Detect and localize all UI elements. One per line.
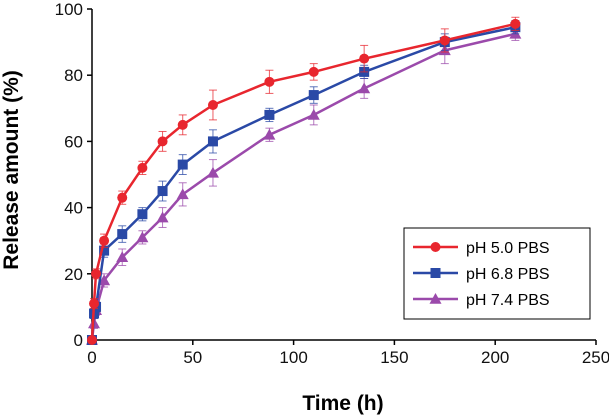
series-line xyxy=(90,22,516,341)
legend-label: pH 5.0 PBS xyxy=(466,240,550,257)
data-point xyxy=(136,231,149,243)
data-point xyxy=(307,108,320,120)
y-tick-label: 80 xyxy=(64,66,83,85)
y-tick-label: 60 xyxy=(64,132,83,151)
y-tick-label: 40 xyxy=(64,199,83,218)
data-point xyxy=(117,192,128,203)
x-tick-label: 0 xyxy=(87,348,96,367)
data-point xyxy=(99,235,110,246)
y-axis-title: Release amount (%) xyxy=(0,70,23,270)
legend-entry: pH 5.0 PBS xyxy=(413,240,550,257)
data-point xyxy=(137,162,148,173)
data-point xyxy=(263,128,276,140)
chart-axes: 0 20 40 60 80 100 0 50 100 150 200 250 xyxy=(55,0,609,367)
data-point xyxy=(359,53,370,64)
data-point xyxy=(157,136,168,147)
data-point xyxy=(116,251,129,263)
series-line xyxy=(90,25,516,341)
data-point xyxy=(157,186,168,197)
data-point xyxy=(439,35,450,46)
chart-series xyxy=(86,16,522,345)
data-point xyxy=(308,90,319,101)
chart-legend: pH 5.0 PBS pH 6.8 PBS pH 7.4 PBS xyxy=(403,227,591,320)
data-point xyxy=(358,82,371,94)
data-point xyxy=(156,211,169,223)
data-point xyxy=(308,66,319,77)
data-point xyxy=(264,109,275,120)
legend-label: pH 6.8 PBS xyxy=(466,266,550,283)
x-tick-label: 250 xyxy=(582,348,609,367)
x-axis-title: Time (h) xyxy=(302,392,383,415)
x-tick-label: 50 xyxy=(183,348,202,367)
data-point xyxy=(99,245,110,256)
legend-marker xyxy=(429,293,442,304)
chart-labels: Time (h) Release amount (%) xyxy=(0,70,384,415)
legend-label: pH 7.4 PBS xyxy=(466,292,550,309)
data-point xyxy=(98,274,111,286)
data-point xyxy=(117,229,128,240)
legend-entry: pH 6.8 PBS xyxy=(413,266,550,283)
data-point xyxy=(137,209,148,220)
data-point xyxy=(177,159,188,170)
x-tick-label: 150 xyxy=(380,348,408,367)
data-point xyxy=(207,136,218,147)
y-tick-label: 0 xyxy=(74,331,83,350)
data-point xyxy=(510,18,521,29)
legend-marker xyxy=(430,242,441,252)
data-point xyxy=(91,268,102,279)
legend-marker xyxy=(430,268,441,278)
data-point xyxy=(176,188,189,200)
y-tick-label: 20 xyxy=(64,265,83,284)
x-tick-label: 200 xyxy=(481,348,509,367)
data-point xyxy=(207,99,218,110)
series-ph-5-0-pbs xyxy=(87,16,521,345)
data-point xyxy=(87,335,97,345)
data-point xyxy=(206,166,219,178)
data-point xyxy=(89,298,100,309)
y-tick-label: 100 xyxy=(55,0,83,19)
x-tick-label: 100 xyxy=(279,348,307,367)
data-point xyxy=(264,76,275,87)
legend-entry: pH 7.4 PBS xyxy=(413,292,550,309)
data-point xyxy=(177,119,188,130)
